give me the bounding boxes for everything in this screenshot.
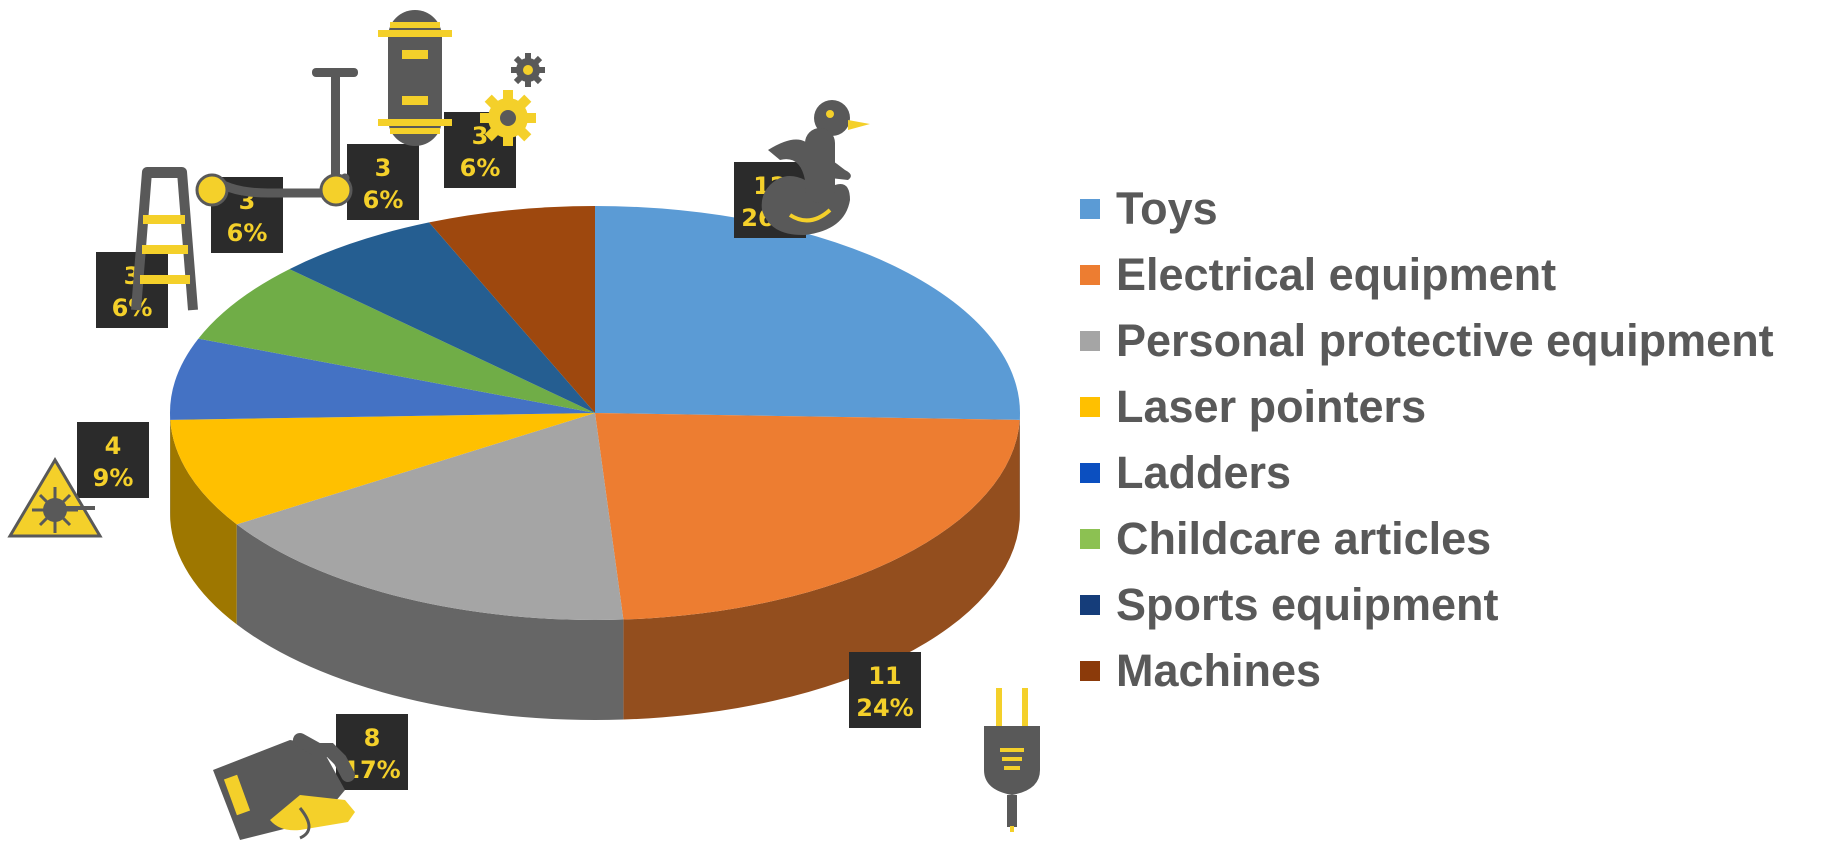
legend-swatch <box>1080 331 1100 351</box>
percent-label: 6% <box>227 219 268 247</box>
legend-swatch <box>1080 265 1100 285</box>
legend: Toys Electrical equipment Personal prote… <box>1080 176 1774 704</box>
legend-item: Ladders <box>1080 440 1774 506</box>
legend-item: Personal protective equipment <box>1080 308 1774 374</box>
label-box <box>849 652 921 728</box>
count-label: 8 <box>364 724 381 752</box>
glove-icon <box>213 733 355 840</box>
pie-slice <box>198 269 595 413</box>
pie-slice <box>170 338 595 420</box>
label-box <box>77 422 149 498</box>
legend-label: Personal protective equipment <box>1116 315 1774 366</box>
legend-item: Sports equipment <box>1080 572 1774 638</box>
legend-item: Electrical equipment <box>1080 242 1774 308</box>
slice-side-1 <box>623 419 1020 720</box>
laser-warning-icon <box>7 457 103 538</box>
plug-icon <box>984 688 1040 832</box>
legend-label: Electrical equipment <box>1116 249 1557 300</box>
scooter-icon <box>195 68 358 207</box>
legend-item: Machines <box>1080 638 1774 704</box>
count-label: 4 <box>105 432 122 460</box>
percent-label: 24% <box>856 694 913 722</box>
pie-slices <box>170 206 1020 720</box>
percent-label: 9% <box>93 464 134 492</box>
duck-icon <box>761 100 870 236</box>
slice-side-3 <box>170 419 237 625</box>
legend-item: Toys <box>1080 176 1774 242</box>
gear-icon <box>480 53 545 146</box>
legend-label: Sports equipment <box>1116 579 1499 630</box>
count-label: 11 <box>868 662 901 690</box>
percent-label: 6% <box>363 186 404 214</box>
legend-swatch <box>1080 397 1100 417</box>
pie-slice <box>236 413 624 620</box>
label-box <box>96 252 168 328</box>
legend-label: Toys <box>1116 183 1218 234</box>
legend-swatch <box>1080 463 1100 483</box>
count-label: 3 <box>472 122 489 150</box>
percent-label: 6% <box>460 154 501 182</box>
data-label: 36% <box>96 252 168 328</box>
category-icons <box>7 10 1040 840</box>
legend-label: Ladders <box>1116 447 1292 498</box>
legend-label: Laser pointers <box>1116 381 1427 432</box>
pie-slice <box>595 413 1020 620</box>
skateboard-icon <box>378 10 452 146</box>
pie-slice <box>289 222 595 413</box>
count-label: 3 <box>375 154 392 182</box>
slice-side-2 <box>236 524 624 720</box>
data-label: 36% <box>347 144 419 220</box>
pie-slice <box>429 206 595 413</box>
ladder-icon <box>131 167 198 311</box>
pie-slice <box>170 413 595 525</box>
legend-label: Childcare articles <box>1116 513 1492 564</box>
pie-slice <box>595 206 1020 420</box>
legend-swatch <box>1080 595 1100 615</box>
legend-label: Machines <box>1116 645 1322 696</box>
data-label: 49% <box>77 422 149 498</box>
legend-item: Laser pointers <box>1080 374 1774 440</box>
legend-swatch <box>1080 661 1100 681</box>
legend-swatch <box>1080 529 1100 549</box>
label-box <box>347 144 419 220</box>
legend-swatch <box>1080 199 1100 219</box>
legend-item: Childcare articles <box>1080 506 1774 572</box>
